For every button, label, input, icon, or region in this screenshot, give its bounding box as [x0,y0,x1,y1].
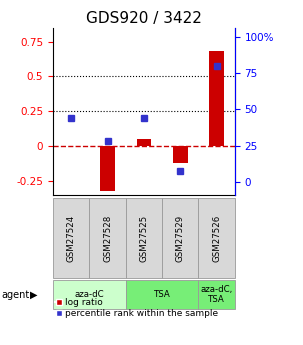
Bar [209,51,224,146]
Legend: log ratio, percentile rank within the sample: log ratio, percentile rank within the sa… [52,295,222,322]
Bar [173,146,188,163]
Text: TSA: TSA [154,290,171,299]
Text: ▶: ▶ [30,290,37,299]
Text: aza-dC,
TSA: aza-dC, TSA [201,285,233,304]
Text: agent: agent [2,290,30,299]
Title: GDS920 / 3422: GDS920 / 3422 [86,11,202,27]
Text: GSM27529: GSM27529 [176,215,185,262]
Text: aza-dC: aza-dC [75,290,104,299]
Text: GSM27524: GSM27524 [67,215,76,262]
Text: GSM27528: GSM27528 [103,215,112,262]
Bar [137,139,151,146]
Text: GSM27525: GSM27525 [139,215,148,262]
Text: GSM27526: GSM27526 [212,215,221,262]
Bar [100,146,115,191]
